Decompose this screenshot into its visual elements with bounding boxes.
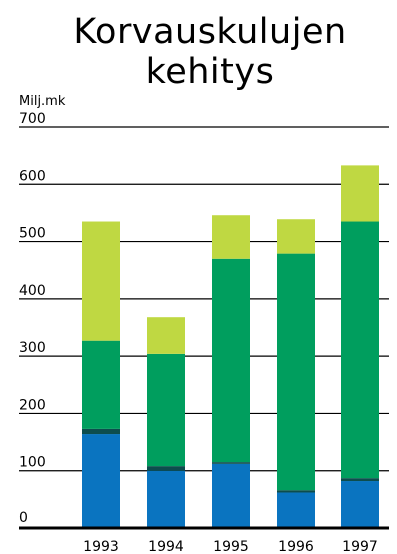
bar-segment <box>212 258 250 463</box>
bar-segment <box>341 478 379 482</box>
axes: 0 100 200 300 400 500 600 700 1993 1994 1995 1996 19… <box>19 111 389 554</box>
y-tick-label: 600 <box>19 168 46 184</box>
bar-segment <box>82 340 120 429</box>
gridlines <box>19 126 389 472</box>
bar-segment <box>341 221 379 479</box>
chart-title-line-1: Korvauskulujen <box>73 12 346 52</box>
bar-segment <box>147 466 185 471</box>
bar-segment <box>82 428 120 435</box>
x-tick-label: 1993 <box>83 539 119 554</box>
bar-segment <box>212 215 250 259</box>
bar-segment <box>341 165 379 222</box>
x-tick-label: 1996 <box>278 539 314 554</box>
y-tick-label: 300 <box>19 340 46 356</box>
bar-segment <box>212 463 250 528</box>
bar-segment <box>277 219 315 254</box>
y-tick-label: 500 <box>19 226 46 242</box>
y-tick-label: 0 <box>19 510 28 526</box>
bar-segment <box>341 481 379 528</box>
x-tick-label: 1997 <box>342 539 378 554</box>
chart-title-line-2: kehitys <box>146 52 275 92</box>
bar-segment <box>82 221 120 341</box>
bar-segment <box>82 434 120 528</box>
bar-segment <box>147 470 185 528</box>
bar-segment <box>277 253 315 491</box>
y-tick-label: 100 <box>19 455 46 471</box>
y-tick-label: 700 <box>19 111 46 127</box>
x-tick-label: 1994 <box>148 539 184 554</box>
bar-segment <box>212 462 250 464</box>
bar-segment <box>277 492 315 528</box>
x-tick-label: 1995 <box>213 539 249 554</box>
bar-segment <box>147 353 185 467</box>
y-tick-label: 400 <box>19 283 46 299</box>
bar-segment <box>277 490 315 493</box>
bar-segment <box>147 317 185 354</box>
y-axis-unit-label: Milj.mk <box>19 94 66 109</box>
y-tick-label: 200 <box>19 397 46 413</box>
bars <box>82 165 379 528</box>
